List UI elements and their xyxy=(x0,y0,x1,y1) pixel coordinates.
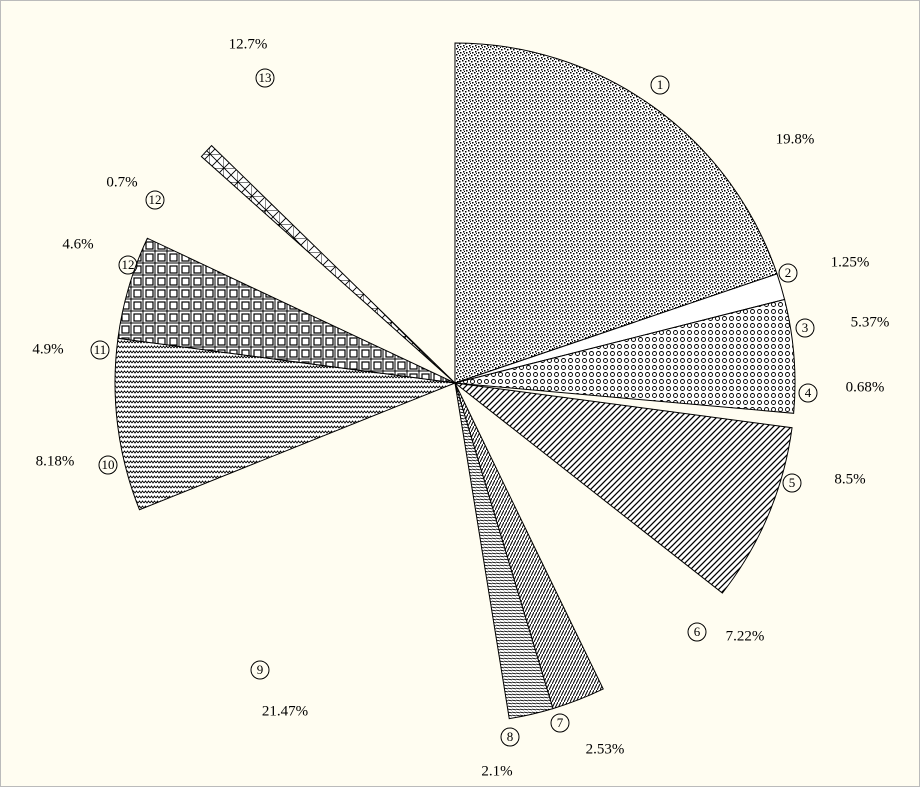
pie-slice xyxy=(117,237,456,384)
pie-slice xyxy=(454,382,554,720)
slice-number: 6 xyxy=(694,624,701,639)
slice-percent: 8.5% xyxy=(834,471,865,487)
slice-number-circle xyxy=(98,455,118,475)
slice-number: 7 xyxy=(557,715,564,730)
slice-percent: 2.1% xyxy=(481,763,512,779)
slice-number: 8 xyxy=(507,729,514,744)
slice-number-circle xyxy=(145,190,165,210)
slice-number: 10 xyxy=(102,457,115,472)
slice-number-circle xyxy=(795,318,815,338)
slice-percent: 21.47% xyxy=(262,703,308,719)
slice-number-circle xyxy=(650,75,670,95)
slice-number-circle xyxy=(250,660,270,680)
slice-number-circle xyxy=(687,622,707,642)
slice-number-circle xyxy=(255,68,275,88)
slice-number: 12 xyxy=(149,192,162,207)
slice-percent: 4.6% xyxy=(62,236,93,252)
slice-number-circle xyxy=(550,713,570,733)
slice-number: 1 xyxy=(657,77,664,92)
slice-number: 3 xyxy=(802,320,809,335)
slice-number-circle xyxy=(798,383,818,403)
slice-percent: 4.9% xyxy=(32,341,63,357)
slice-percent: 7.22% xyxy=(726,628,765,644)
slice-percent: 2.53% xyxy=(586,741,625,757)
slice-number: 11 xyxy=(94,342,107,357)
slice-number: 4 xyxy=(805,385,812,400)
pie-slice xyxy=(200,144,456,384)
pie-slice xyxy=(114,337,457,511)
slice-percent: 1.25% xyxy=(831,254,870,270)
slice-number: 5 xyxy=(789,475,796,490)
pie-slice xyxy=(454,42,778,384)
slice-percent: 5.37% xyxy=(851,314,890,330)
slice-percent: 0.7% xyxy=(106,174,137,190)
slice-percent: 12.7% xyxy=(229,36,268,52)
slice-percent: 19.8% xyxy=(776,131,815,147)
slice-percent: 0.68% xyxy=(846,379,885,395)
slice-number: 2 xyxy=(785,265,792,280)
slice-number-circle xyxy=(90,340,110,360)
slice-number: 12 xyxy=(122,257,135,272)
slice-number-circle xyxy=(118,255,138,275)
slice-percent: 8.18% xyxy=(36,453,75,469)
pie-slice xyxy=(454,298,796,414)
slice-number: 9 xyxy=(257,662,264,677)
slice-number-circle xyxy=(782,473,802,493)
slice-number-circle xyxy=(500,727,520,747)
pie-slice xyxy=(453,382,793,594)
slice-number: 13 xyxy=(259,70,272,85)
slice-number-circle xyxy=(778,263,798,283)
